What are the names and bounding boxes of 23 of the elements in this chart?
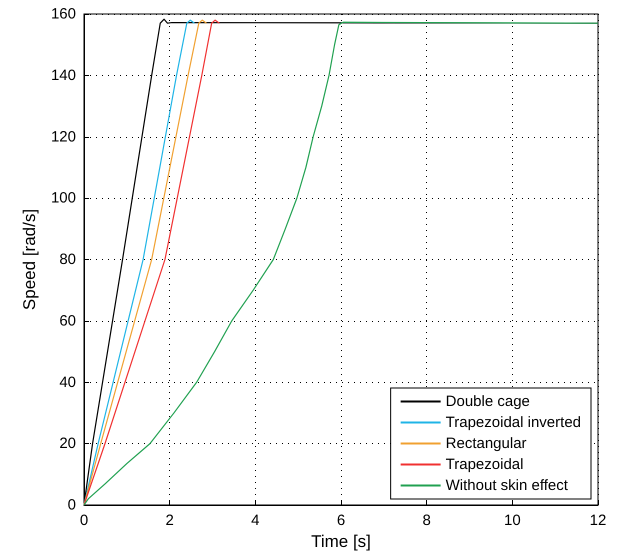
y-tick-label: 160 bbox=[50, 6, 76, 22]
y-tick-label: 120 bbox=[50, 128, 76, 146]
y-tick-label: 60 bbox=[59, 312, 76, 330]
legend-label: Rectangular bbox=[446, 435, 527, 452]
x-tick-label: 10 bbox=[504, 512, 521, 529]
y-tick-label: 100 bbox=[50, 190, 76, 207]
x-tick-label: 4 bbox=[251, 512, 260, 529]
x-axis-title: Time [s] bbox=[311, 532, 371, 551]
y-axis-title: Speed [rad/s] bbox=[20, 208, 39, 310]
x-tick-label: 12 bbox=[590, 512, 606, 529]
legend-label: Double cage bbox=[446, 393, 530, 410]
y-tick-label: 0 bbox=[68, 496, 76, 514]
y-tick-label: 40 bbox=[59, 374, 76, 391]
y-tick-label: 80 bbox=[59, 251, 76, 268]
y-tick-label: 20 bbox=[59, 435, 76, 452]
x-tick-label: 0 bbox=[80, 512, 88, 529]
x-tick-label: 6 bbox=[336, 512, 346, 529]
legend-label: Trapezoidal inverted bbox=[446, 414, 582, 431]
legend-label: Without skin effect bbox=[446, 477, 569, 494]
x-tick-label: 8 bbox=[422, 512, 431, 529]
legend-label: Trapezoidal bbox=[446, 456, 524, 473]
y-tick-label: 140 bbox=[50, 66, 76, 84]
x-tick-label: 2 bbox=[165, 512, 174, 529]
